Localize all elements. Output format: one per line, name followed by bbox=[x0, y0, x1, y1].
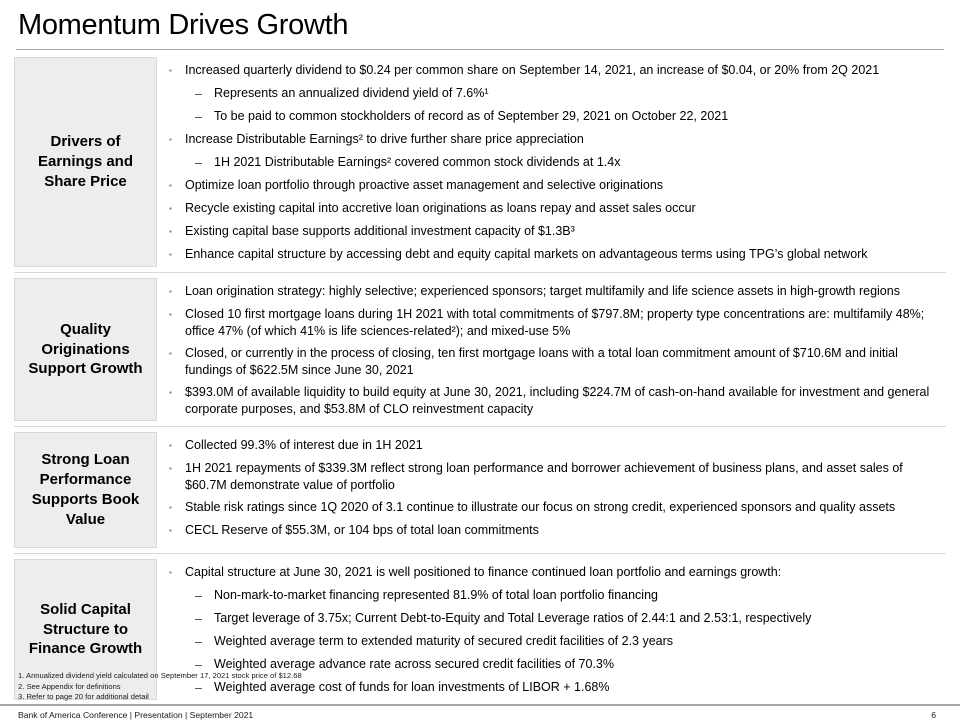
bullet-text: 1H 2021 Distributable Earnings² covered … bbox=[214, 155, 621, 169]
section-divider bbox=[14, 272, 946, 273]
section-label: Drivers of Earnings and Share Price bbox=[14, 57, 157, 267]
bullet-item: ▪ Closed, or currently in the process of… bbox=[169, 345, 944, 378]
bullet-item: ▪ Closed 10 first mortgage loans during … bbox=[169, 306, 944, 339]
section-row: Drivers of Earnings and Share Price ▪ In… bbox=[14, 55, 946, 269]
page-number: 6 bbox=[931, 710, 936, 720]
square-bullet-icon: ▪ bbox=[169, 464, 172, 473]
bullet-item: – To be paid to common stockholders of r… bbox=[195, 108, 944, 125]
bullet-text: CECL Reserve of $55.3M, or 104 bps of to… bbox=[185, 523, 539, 537]
bullet-text: Increase Distributable Earnings² to driv… bbox=[185, 132, 584, 146]
bullet-text: Increased quarterly dividend to $0.24 pe… bbox=[185, 63, 880, 77]
bullet-item: ▪ 1H 2021 repayments of $339.3M reflect … bbox=[169, 460, 944, 493]
bullet-item: – 1H 2021 Distributable Earnings² covere… bbox=[195, 154, 944, 171]
section-content: ▪ Increased quarterly dividend to $0.24 … bbox=[157, 55, 946, 269]
section-divider bbox=[14, 553, 946, 554]
dash-icon: – bbox=[195, 110, 202, 124]
square-bullet-icon: ▪ bbox=[169, 349, 172, 358]
bullet-text: Weighted average advance rate across sec… bbox=[214, 657, 614, 671]
footer: Bank of America Conference | Presentatio… bbox=[0, 706, 960, 720]
bullet-item: ▪ Enhance capital structure by accessing… bbox=[169, 246, 944, 263]
section-label: Strong Loan Performance Supports Book Va… bbox=[14, 432, 157, 548]
dash-icon: – bbox=[195, 681, 202, 695]
square-bullet-icon: ▪ bbox=[169, 287, 172, 296]
bottom-block: 1. Annualized dividend yield calculated … bbox=[0, 671, 960, 720]
sections: Drivers of Earnings and Share Price ▪ In… bbox=[14, 55, 946, 702]
bullet-item: ▪ CECL Reserve of $55.3M, or 104 bps of … bbox=[169, 522, 944, 539]
section-content: ▪ Collected 99.3% of interest due in 1H … bbox=[157, 430, 946, 550]
bullet-item: ▪ Recycle existing capital into accretiv… bbox=[169, 200, 944, 217]
bullet-text: Closed, or currently in the process of c… bbox=[185, 346, 898, 377]
footnote-line: 3. Refer to page 20 for additional detai… bbox=[18, 691, 149, 701]
bullet-text: Existing capital base supports additiona… bbox=[185, 224, 575, 238]
section-label: Quality Originations Support Growth bbox=[14, 278, 157, 421]
bullet-text: Collected 99.3% of interest due in 1H 20… bbox=[185, 438, 423, 452]
bullet-text: Stable risk ratings since 1Q 2020 of 3.1… bbox=[185, 500, 896, 514]
bullet-text: Non-mark-to-market financing represented… bbox=[214, 588, 658, 602]
bullet-item: – Weighted average term to extended matu… bbox=[195, 633, 944, 650]
square-bullet-icon: ▪ bbox=[169, 310, 172, 319]
square-bullet-icon: ▪ bbox=[169, 181, 172, 190]
footer-left-text: Bank of America Conference | Presentatio… bbox=[18, 710, 254, 720]
bullet-text: Enhance capital structure by accessing d… bbox=[185, 247, 868, 261]
dash-icon: – bbox=[195, 635, 202, 649]
section-content: ▪ Loan origination strategy: highly sele… bbox=[157, 276, 946, 423]
bullet-text: Target leverage of 3.75x; Current Debt-t… bbox=[214, 611, 812, 625]
title-rule bbox=[16, 49, 944, 50]
bullet-text: Recycle existing capital into accretive … bbox=[185, 201, 696, 215]
bullet-text: Optimize loan portfolio through proactiv… bbox=[185, 178, 664, 192]
section-row: Quality Originations Support Growth ▪ Lo… bbox=[14, 276, 946, 423]
footnotes: 1. Annualized dividend yield calculated … bbox=[18, 671, 960, 702]
bullet-text: Weighted average term to extended maturi… bbox=[214, 634, 674, 648]
bullet-item: ▪ Increased quarterly dividend to $0.24 … bbox=[169, 62, 944, 79]
section-divider bbox=[14, 426, 946, 427]
square-bullet-icon: ▪ bbox=[169, 135, 172, 144]
square-bullet-icon: ▪ bbox=[169, 227, 172, 236]
dash-icon: – bbox=[195, 589, 202, 603]
square-bullet-icon: ▪ bbox=[169, 441, 172, 450]
bullet-item: – Non-mark-to-market financing represent… bbox=[195, 587, 944, 604]
square-bullet-icon: ▪ bbox=[169, 204, 172, 213]
bullet-item: ▪ Increase Distributable Earnings² to dr… bbox=[169, 131, 944, 148]
dash-icon: – bbox=[195, 87, 202, 101]
bullet-text: Weighted average cost of funds for loan … bbox=[214, 680, 610, 694]
slide-title: Momentum Drives Growth bbox=[18, 9, 349, 41]
section-content: ▪ Capital structure at June 30, 2021 is … bbox=[157, 557, 946, 702]
section-row: Strong Loan Performance Supports Book Va… bbox=[14, 430, 946, 550]
square-bullet-icon: ▪ bbox=[169, 388, 172, 397]
section-row: Solid Capital Structure to Finance Growt… bbox=[14, 557, 946, 702]
bullet-text: 1H 2021 repayments of $339.3M reflect st… bbox=[185, 461, 903, 492]
footnote-line: 2. See Appendix for definitions bbox=[18, 681, 121, 691]
bullet-text: Capital structure at June 30, 2021 is we… bbox=[185, 565, 782, 579]
dash-icon: – bbox=[195, 612, 202, 626]
bullet-text: To be paid to common stockholders of rec… bbox=[214, 109, 729, 123]
bullet-item: ▪ Optimize loan portfolio through proact… bbox=[169, 177, 944, 194]
bullet-item: – Weighted average cost of funds for loa… bbox=[195, 679, 944, 696]
bullet-text: $393.0M of available liquidity to build … bbox=[185, 385, 930, 416]
square-bullet-icon: ▪ bbox=[169, 526, 172, 535]
bullet-item: ▪ Stable risk ratings since 1Q 2020 of 3… bbox=[169, 499, 944, 516]
bullet-item: – Weighted average advance rate across s… bbox=[195, 656, 944, 673]
bullet-item: ▪ Loan origination strategy: highly sele… bbox=[169, 283, 944, 300]
bullet-item: ▪ $393.0M of available liquidity to buil… bbox=[169, 384, 944, 417]
dash-icon: – bbox=[195, 156, 202, 170]
bullet-item: – Target leverage of 3.75x; Current Debt… bbox=[195, 610, 944, 627]
square-bullet-icon: ▪ bbox=[169, 503, 172, 512]
bullet-text: Closed 10 first mortgage loans during 1H… bbox=[185, 307, 925, 338]
bullet-item: ▪ Existing capital base supports additio… bbox=[169, 223, 944, 240]
bullet-text: Loan origination strategy: highly select… bbox=[185, 284, 900, 298]
bullet-text: Represents an annualized dividend yield … bbox=[214, 86, 489, 100]
bullet-item: – Represents an annualized dividend yiel… bbox=[195, 85, 944, 102]
square-bullet-icon: ▪ bbox=[169, 568, 172, 577]
footnote-line: 1. Annualized dividend yield calculated … bbox=[18, 671, 302, 681]
bullet-item: ▪ Collected 99.3% of interest due in 1H … bbox=[169, 437, 944, 454]
dash-icon: – bbox=[195, 658, 202, 672]
square-bullet-icon: ▪ bbox=[169, 66, 172, 75]
footer-rule bbox=[0, 704, 960, 706]
square-bullet-icon: ▪ bbox=[169, 250, 172, 259]
bullet-item: ▪ Capital structure at June 30, 2021 is … bbox=[169, 564, 944, 581]
section-label: Solid Capital Structure to Finance Growt… bbox=[14, 559, 157, 700]
